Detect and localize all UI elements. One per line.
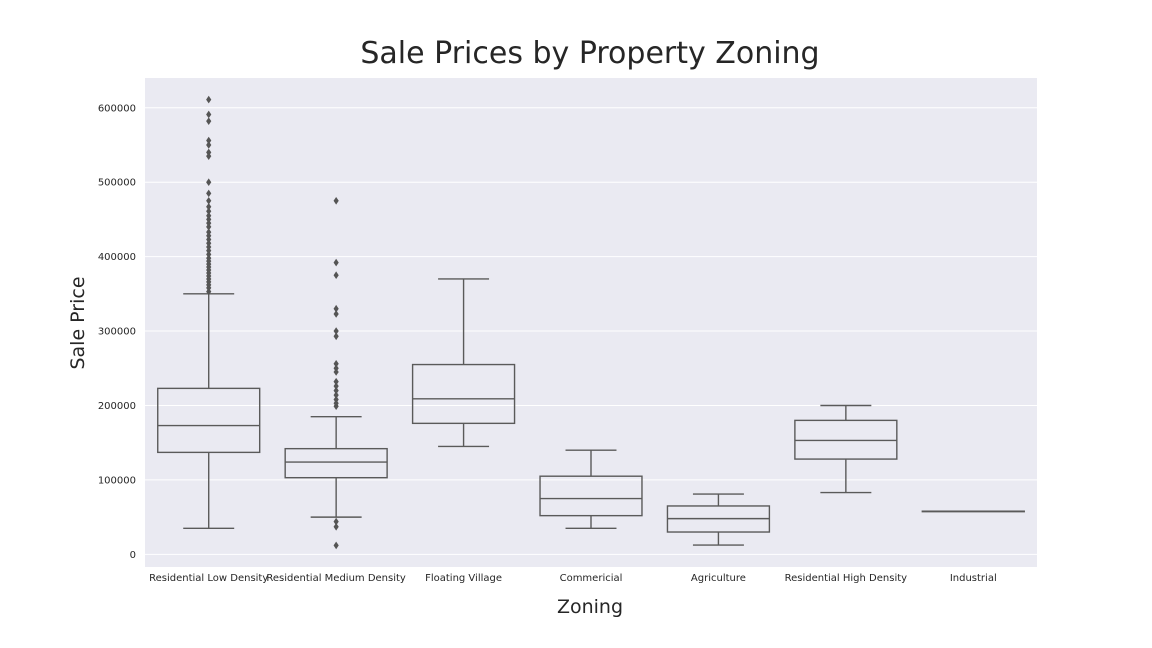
plot-area: [145, 78, 1037, 567]
outlier-point: [333, 360, 339, 368]
box-commericial: [539, 449, 643, 529]
iqr-box: [794, 419, 898, 460]
outlier-point: [206, 211, 212, 220]
iqr-box: [539, 475, 643, 517]
outlier-point: [206, 197, 212, 205]
outlier-point: [206, 95, 212, 104]
y-tick-label: 100000: [98, 475, 136, 486]
box-residential-low-density: [157, 95, 261, 529]
iqr-box: [411, 363, 516, 425]
outlier-point: [206, 110, 212, 119]
outlier-point: [206, 117, 212, 125]
outlier-point: [333, 197, 339, 205]
outlier-point: [206, 141, 212, 149]
x-tick-label: Floating Village: [425, 573, 502, 584]
outlier-point: [206, 178, 212, 187]
y-axis-label: Sale Price: [67, 276, 89, 369]
box-agriculture: [666, 493, 771, 546]
iqr-box: [284, 447, 388, 479]
outlier-point: [333, 391, 339, 399]
box-industrial: [921, 510, 1025, 513]
y-tick-label: 600000: [98, 103, 136, 114]
outlier-point: [333, 258, 339, 267]
y-tick-label: 300000: [98, 327, 136, 338]
y-tick-label: 400000: [98, 252, 136, 263]
outlier-point: [206, 207, 212, 216]
x-axis-label: Zoning: [557, 596, 623, 618]
x-tick-label: Commericial: [560, 573, 623, 584]
outlier-point: [206, 189, 212, 198]
outlier-point: [333, 327, 339, 335]
outlier-point: [206, 202, 212, 211]
y-tick-label: 0: [130, 550, 136, 561]
outlier-point: [333, 386, 339, 395]
grid-lines: [145, 107, 1037, 555]
outlier-point: [206, 136, 212, 145]
outlier-point: [333, 541, 339, 550]
outlier-point: [333, 271, 339, 280]
x-tick-label: Agriculture: [691, 573, 746, 584]
outlier-point: [333, 517, 339, 526]
box-residential-medium-density: [284, 197, 388, 550]
box-residential-high-density: [794, 404, 898, 494]
x-tick-label: Residential Low Density: [149, 573, 268, 584]
outlier-point: [333, 332, 339, 341]
outlier-point: [333, 523, 339, 531]
chart-title: Sale Prices by Property Zoning: [360, 36, 819, 71]
outlier-point: [333, 395, 339, 404]
y-tick-label: 500000: [98, 178, 136, 189]
outlier-point: [333, 382, 339, 390]
x-tick-label: Residential Medium Density: [266, 573, 406, 584]
y-tick-label: 200000: [98, 401, 136, 412]
outlier-point: [206, 148, 212, 157]
box-series: [157, 95, 1025, 550]
box-floating-village: [411, 278, 516, 448]
outlier-point: [333, 364, 339, 373]
x-tick-label: Industrial: [950, 573, 997, 584]
iqr-box: [157, 387, 261, 454]
outlier-point: [206, 228, 212, 236]
outlier-point: [333, 304, 339, 313]
y-axis-ticks: 0 100000 200000 300000 400000 500000 600000: [98, 103, 136, 561]
outlier-point: [333, 377, 339, 386]
x-tick-label: Residential High Density: [785, 573, 908, 584]
outlier-point: [333, 310, 339, 318]
